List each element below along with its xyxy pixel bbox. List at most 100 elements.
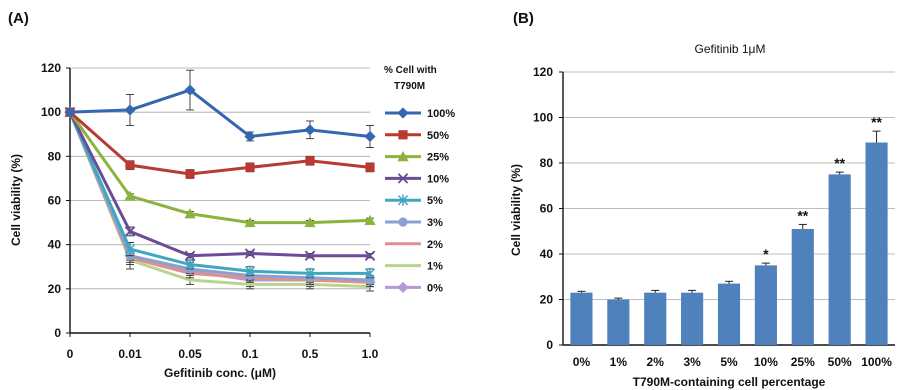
data-point bbox=[125, 160, 135, 170]
legend-label: 10% bbox=[427, 173, 449, 185]
data-point bbox=[124, 104, 136, 116]
data-point bbox=[304, 216, 316, 228]
significance-marker: ** bbox=[797, 207, 808, 223]
data-point bbox=[124, 226, 136, 237]
y-tick-label: 100 bbox=[41, 105, 61, 119]
y-tick-label: 0 bbox=[546, 338, 553, 352]
data-point bbox=[305, 156, 315, 166]
series-line bbox=[68, 111, 371, 282]
x-tick-label: 5% bbox=[720, 355, 738, 369]
x-tick-label: 0 bbox=[67, 347, 74, 361]
data-point bbox=[244, 216, 256, 228]
data-point bbox=[184, 258, 196, 271]
legend-label: 25% bbox=[427, 152, 449, 164]
legend-marker bbox=[397, 107, 409, 119]
panel-a-series bbox=[64, 69, 376, 292]
data-point bbox=[364, 267, 376, 279]
series-50pct bbox=[65, 107, 375, 179]
panel-a-gridlines bbox=[66, 67, 370, 334]
panel-a-label: (A) bbox=[8, 10, 29, 27]
y-tick-label: 20 bbox=[540, 293, 554, 307]
legend-entry: 50% bbox=[385, 130, 449, 142]
legend-label: 50% bbox=[427, 130, 449, 142]
data-point bbox=[364, 214, 376, 225]
data-point bbox=[244, 248, 256, 259]
bar bbox=[644, 292, 667, 345]
legend-entry: 0% bbox=[385, 281, 443, 294]
x-tick-label: 50% bbox=[828, 355, 852, 369]
legend-label: 3% bbox=[427, 217, 443, 229]
legend-label: 0% bbox=[427, 282, 443, 294]
legend-entry: 5% bbox=[385, 194, 443, 207]
panel-b-y-tick-labels: 0 20 40 60 80 100 120 bbox=[533, 65, 553, 352]
data-point bbox=[304, 267, 316, 279]
data-point bbox=[185, 169, 195, 179]
significance-marker: ** bbox=[871, 114, 882, 130]
legend-title-line-1: % Cell with bbox=[384, 65, 437, 76]
y-tick-label: 120 bbox=[41, 61, 61, 75]
data-point bbox=[184, 84, 196, 96]
x-tick-label: 1% bbox=[610, 355, 628, 369]
bar bbox=[754, 265, 777, 345]
data-point bbox=[304, 250, 316, 261]
y-tick-label: 0 bbox=[54, 326, 61, 340]
data-point bbox=[364, 130, 376, 143]
bar bbox=[828, 174, 851, 345]
data-point bbox=[184, 250, 196, 261]
legend-label: 5% bbox=[427, 195, 443, 207]
legend-marker bbox=[397, 151, 409, 162]
x-tick-label: 3% bbox=[683, 355, 701, 369]
data-point bbox=[364, 250, 376, 261]
x-tick-label: 25% bbox=[791, 355, 815, 369]
bar bbox=[791, 228, 814, 345]
series-25pct bbox=[64, 106, 376, 228]
x-tick-label: 0% bbox=[573, 355, 591, 369]
data-point bbox=[304, 124, 316, 136]
bar bbox=[570, 292, 593, 345]
x-tick-label: 1.0 bbox=[362, 347, 379, 361]
panel-b-x-axis-label: T790M-containing cell percentage bbox=[633, 375, 826, 389]
data-point bbox=[124, 190, 136, 201]
bar bbox=[681, 292, 704, 345]
y-tick-label: 60 bbox=[48, 194, 62, 208]
series-2pct bbox=[68, 111, 374, 288]
legend-entry: 25% bbox=[385, 151, 449, 164]
series-line bbox=[69, 88, 371, 139]
bar bbox=[607, 299, 630, 345]
y-tick-label: 80 bbox=[540, 156, 554, 170]
series-line bbox=[68, 111, 370, 275]
panel-a-y-axis-label: Cell viability (%) bbox=[9, 154, 23, 246]
x-tick-label: 100% bbox=[861, 355, 892, 369]
data-point bbox=[64, 106, 76, 118]
series-line bbox=[69, 111, 371, 176]
x-tick-label: 0.5 bbox=[302, 347, 319, 361]
legend-entry: 2% bbox=[385, 239, 443, 251]
legend-marker bbox=[397, 173, 409, 184]
series-100pct bbox=[64, 69, 376, 148]
bar bbox=[865, 142, 888, 345]
panel-a-y-tick-labels: 0 20 40 60 80 100 120 bbox=[41, 61, 61, 340]
legend-entry: 1% bbox=[385, 261, 443, 273]
legend-marker bbox=[397, 281, 409, 293]
legend-entry: 100% bbox=[385, 107, 455, 120]
y-tick-label: 40 bbox=[540, 247, 554, 261]
panel-b-title: Gefitinib 1μM bbox=[695, 42, 766, 56]
y-tick-label: 120 bbox=[533, 65, 553, 79]
legend-title-line-2: T790M bbox=[394, 81, 425, 92]
panel-a-x-axis-label: Gefitinib conc. (μM) bbox=[164, 366, 276, 380]
legend-label: 100% bbox=[427, 108, 455, 120]
data-point bbox=[244, 130, 256, 143]
data-point bbox=[245, 162, 255, 172]
legend-marker bbox=[398, 130, 408, 140]
x-tick-label: 10% bbox=[754, 355, 778, 369]
y-tick-label: 60 bbox=[540, 202, 554, 216]
legend-entry: 3% bbox=[385, 217, 443, 229]
significance-marker: ** bbox=[834, 155, 845, 171]
legend-label: 2% bbox=[427, 239, 443, 251]
legend-marker bbox=[397, 194, 409, 206]
significance-marker: * bbox=[763, 246, 769, 262]
panel-b-x-tick-labels: 0% 1% 2% 3% 5% 10% 25% 50% 100% bbox=[573, 355, 892, 369]
legend-label: 1% bbox=[427, 261, 443, 273]
bar bbox=[717, 283, 741, 345]
data-point bbox=[124, 243, 136, 255]
